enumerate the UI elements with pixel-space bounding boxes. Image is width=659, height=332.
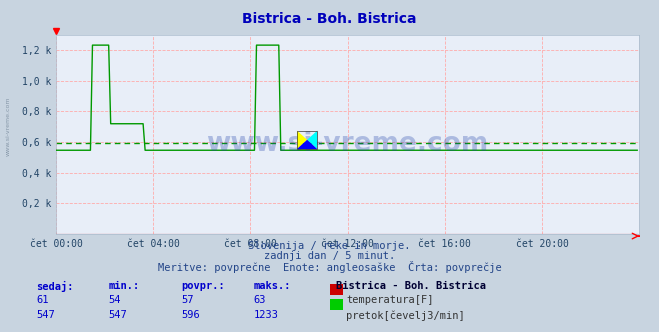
Polygon shape [307,130,317,149]
Text: temperatura[F]: temperatura[F] [346,295,434,305]
Text: www.si-vreme.com: www.si-vreme.com [5,96,11,156]
Text: 547: 547 [36,310,55,320]
Text: www.si-vreme.com: www.si-vreme.com [206,131,489,157]
Text: sedaj:: sedaj: [36,281,74,291]
Text: 1233: 1233 [254,310,279,320]
Text: 61: 61 [36,295,49,305]
Text: maks.:: maks.: [254,281,291,290]
Polygon shape [297,140,317,149]
Text: 596: 596 [181,310,200,320]
Bar [297,130,317,149]
Text: 57: 57 [181,295,194,305]
Text: 63: 63 [254,295,266,305]
Text: Bistrica - Boh. Bistrica: Bistrica - Boh. Bistrica [243,12,416,26]
Text: Bistrica - Boh. Bistrica: Bistrica - Boh. Bistrica [336,281,486,290]
Text: zadnji dan / 5 minut.: zadnji dan / 5 minut. [264,251,395,261]
Text: 54: 54 [109,295,121,305]
Text: Slovenija / reke in morje.: Slovenija / reke in morje. [248,241,411,251]
Text: povpr.:: povpr.: [181,281,225,290]
Text: min.:: min.: [109,281,140,290]
Text: Meritve: povprečne  Enote: angleosaške  Črta: povprečje: Meritve: povprečne Enote: angleosaške Čr… [158,261,501,273]
Polygon shape [297,130,307,149]
Text: pretok[čevelj3/min]: pretok[čevelj3/min] [346,310,465,321]
Text: 547: 547 [109,310,127,320]
